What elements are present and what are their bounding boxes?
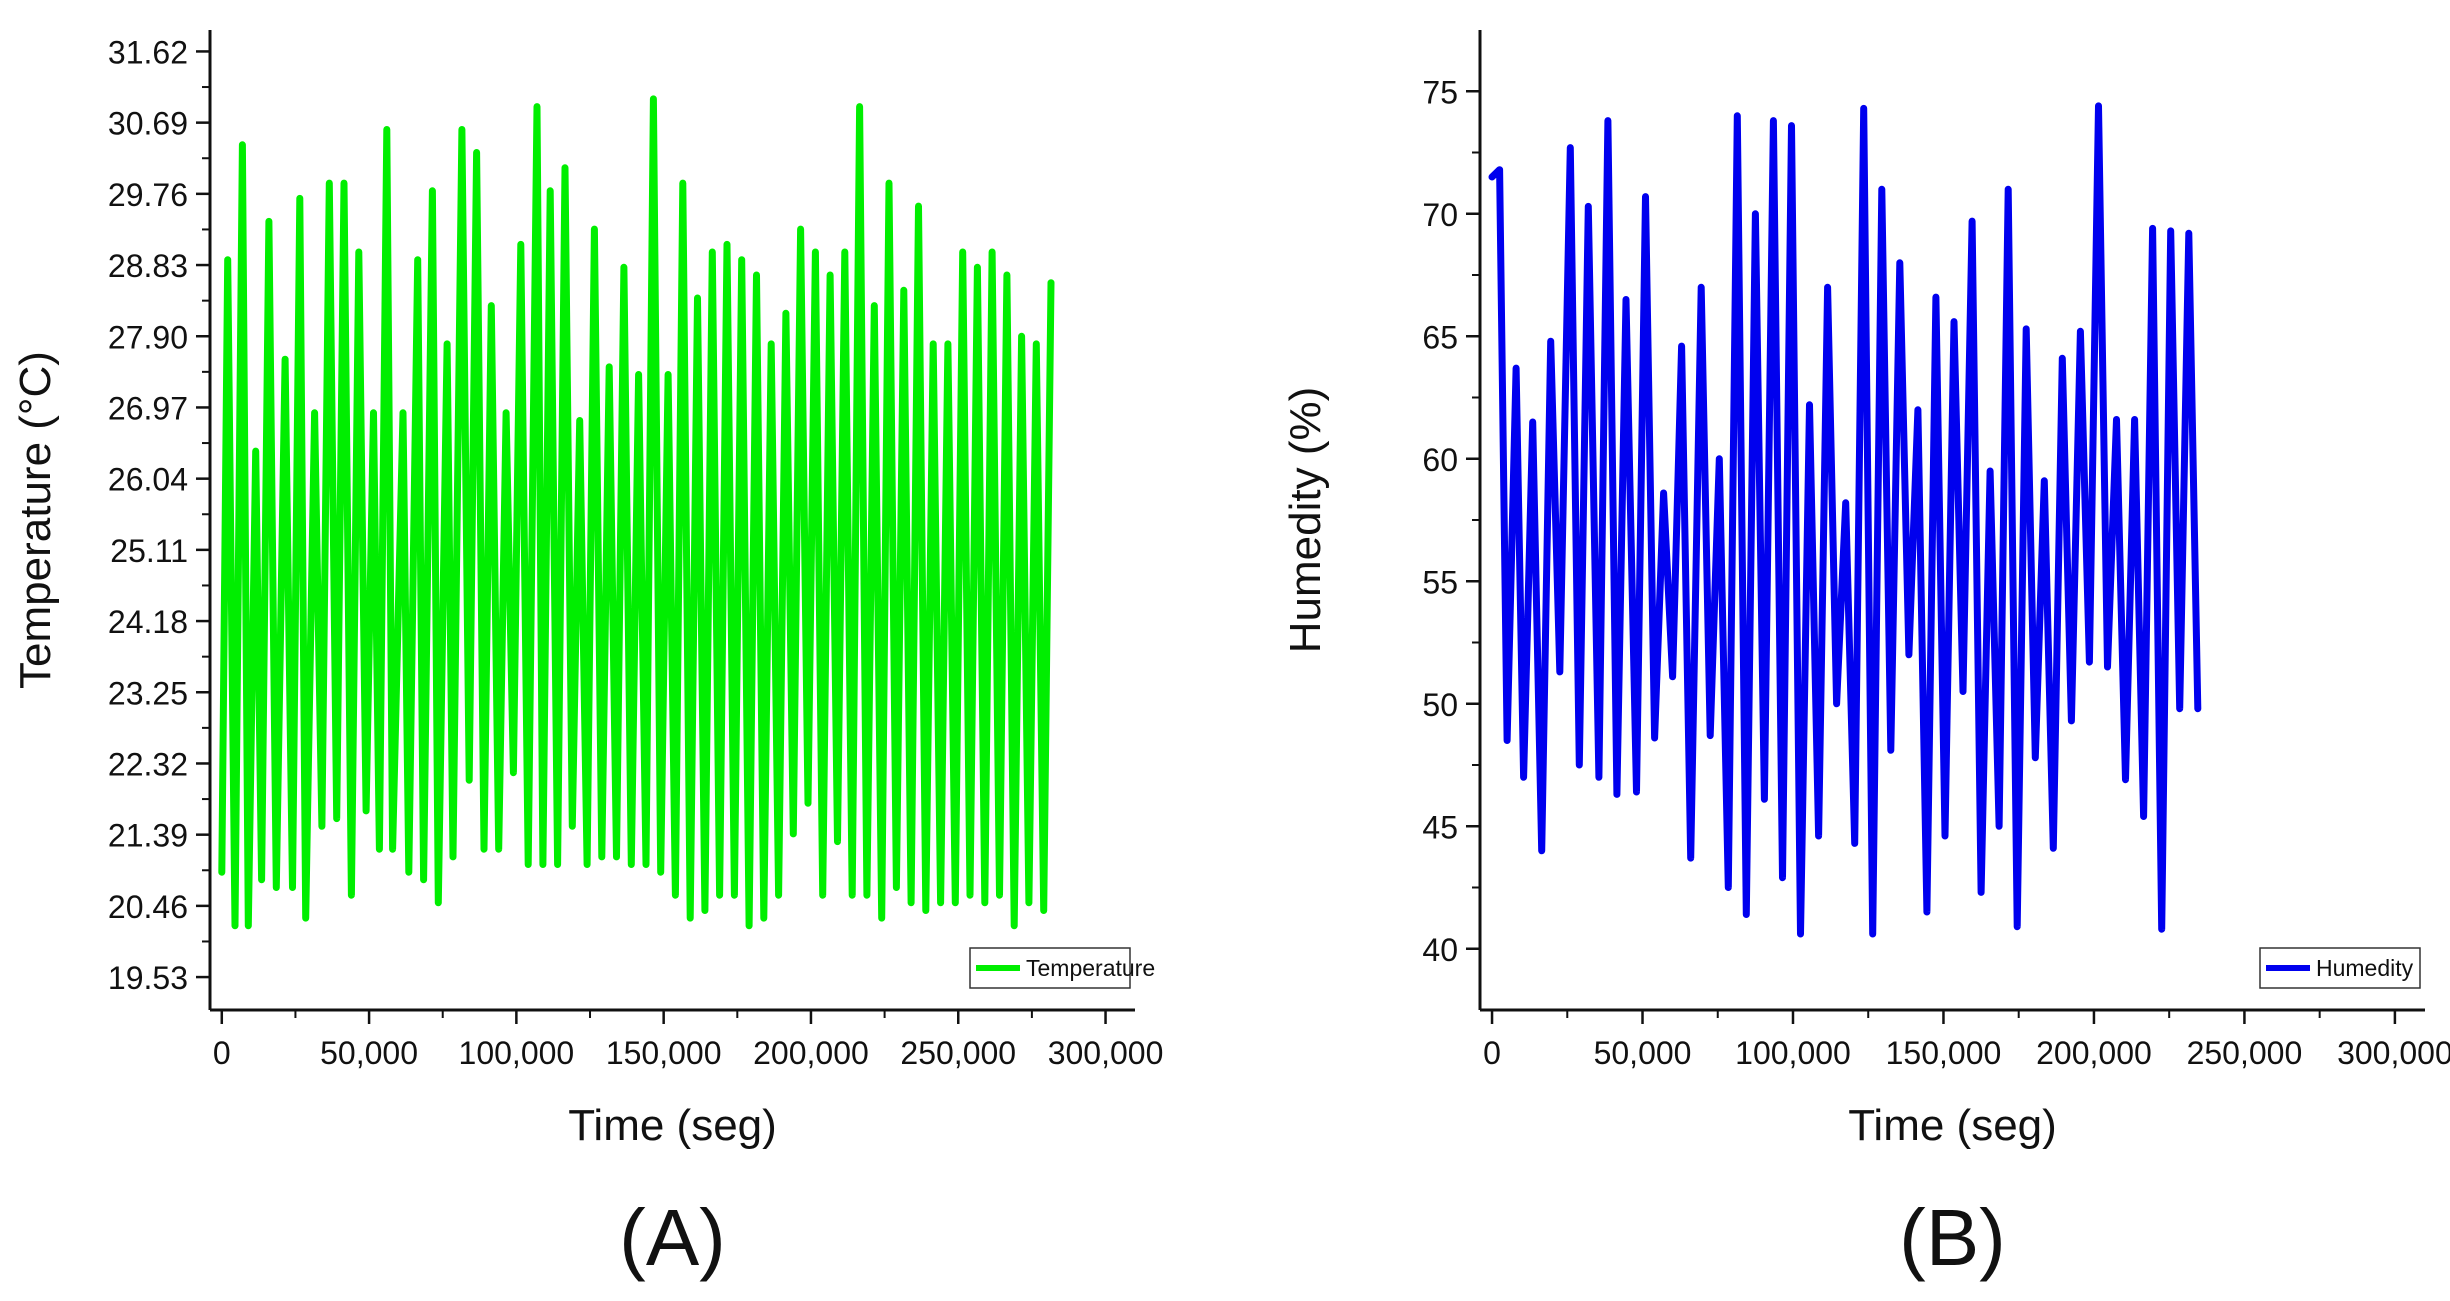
y-tick-label-b: 40 (1422, 932, 1458, 968)
y-tick-label-a: 21.39 (108, 818, 188, 854)
y-tick-label-a: 28.83 (108, 248, 188, 284)
legend-box-a (969, 947, 1131, 989)
y-tick-label-a: 29.76 (108, 177, 188, 213)
x-tick-label-b: 150,000 (1886, 1035, 2002, 1071)
y-tick-label-b: 75 (1422, 74, 1458, 110)
y-tick-label-a: 27.90 (108, 319, 188, 355)
x-tick-label-a: 50,000 (320, 1035, 418, 1071)
y-tick-label-a: 20.46 (108, 889, 188, 925)
y-axis-title-a: Temperature (°C) (11, 351, 60, 689)
panel-b: 40 45 50 55 60 65 70 75 0 50,000 100,000 150,000 200… (1281, 30, 2450, 1282)
y-tick-label-b: 70 (1422, 197, 1458, 233)
y-axis-title-b: Humedity (%) (1281, 387, 1330, 654)
y-tick-label-a: 25.11 (110, 533, 188, 569)
y-tick-label-a: 23.25 (108, 675, 188, 711)
x-tick-label-a: 150,000 (606, 1035, 722, 1071)
panel-label-b: (B) (1899, 1193, 2006, 1282)
y-tick-label-a: 31.62 (108, 34, 188, 70)
x-tick-label-b: 100,000 (1735, 1035, 1851, 1071)
x-tick-label-a: 200,000 (753, 1035, 869, 1071)
x-tick-label-b: 50,000 (1594, 1035, 1692, 1071)
x-tick-label-b: 250,000 (2187, 1035, 2303, 1071)
y-tick-label-b: 50 (1422, 687, 1458, 723)
y-tick-label-a: 19.53 (108, 960, 188, 996)
series-line-a (218, 95, 1055, 930)
x-tick-label-b: 200,000 (2036, 1035, 2152, 1071)
y-tick-label-b: 60 (1422, 442, 1458, 478)
x-tick-label-a: 100,000 (459, 1035, 575, 1071)
legend-label-b: Humedity (2316, 955, 2414, 981)
legend-label-a: Temperature (1026, 955, 1155, 981)
y-tick-label-b: 55 (1422, 564, 1458, 600)
y-tick-label-a: 26.04 (108, 462, 188, 498)
series-line-b (1488, 102, 2202, 938)
y-tick-label-b: 65 (1422, 319, 1458, 355)
y-tick-label-b: 45 (1422, 809, 1458, 845)
x-tick-label-b: 300,000 (2337, 1035, 2450, 1071)
panel-label-a: (A) (619, 1193, 726, 1282)
panel-a: 19.53 20.46 21.39 22.32 23.25 24.18 25.11 26.04… (11, 30, 1163, 1282)
y-tick-label-a: 22.32 (108, 746, 188, 782)
x-tick-label-b: 0 (1483, 1035, 1501, 1071)
x-axis-title-a: Time (seg) (568, 1101, 777, 1150)
y-tick-label-a: 24.18 (108, 604, 188, 640)
y-tick-label-a: 26.97 (108, 390, 188, 426)
x-tick-label-a: 0 (213, 1035, 231, 1071)
y-tick-label-a: 30.69 (108, 106, 188, 142)
x-tick-label-a: 250,000 (900, 1035, 1016, 1071)
x-tick-label-a: 300,000 (1048, 1035, 1164, 1071)
x-axis-title-b: Time (seg) (1848, 1101, 2057, 1150)
